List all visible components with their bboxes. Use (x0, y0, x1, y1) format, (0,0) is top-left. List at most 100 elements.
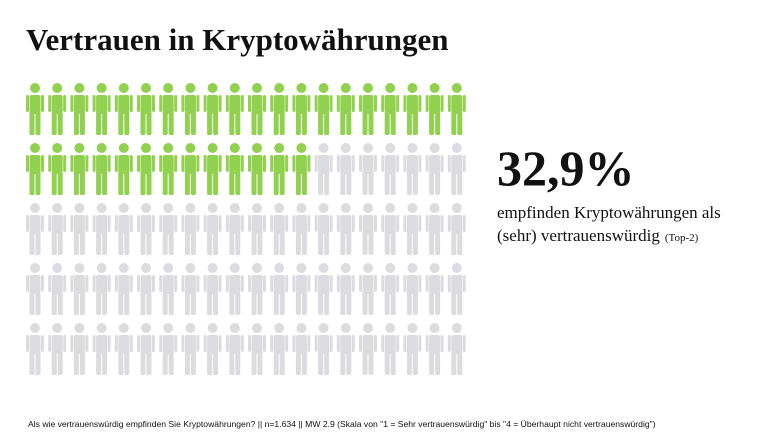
icon-arm (85, 275, 89, 292)
icon-arm (418, 215, 422, 232)
icon-arm (48, 215, 52, 232)
icon-leg (79, 232, 85, 255)
icon-arm (152, 335, 155, 352)
icon-leg (257, 352, 263, 375)
person-icon-filled (114, 143, 133, 195)
icon-head (229, 83, 240, 93)
icon-torso (207, 335, 219, 354)
icon-leg (384, 352, 390, 375)
icon-leg (79, 292, 85, 315)
icon-leg (57, 352, 63, 375)
icon-torso (140, 95, 152, 114)
icon-arm (107, 215, 111, 232)
person-icon-filled (26, 83, 44, 135)
icon-leg (346, 112, 352, 135)
icon-leg (340, 352, 346, 375)
icon-leg (346, 172, 352, 195)
icon-arm (374, 95, 377, 112)
icon-leg (318, 352, 324, 375)
icon-arm (418, 275, 422, 292)
icon-leg (146, 352, 152, 375)
icon-torso (251, 275, 263, 294)
icon-leg (435, 172, 441, 195)
value-label: 32,9% (497, 140, 635, 196)
icon-head (141, 203, 151, 213)
icon-arm (92, 215, 96, 232)
icon-leg (118, 352, 124, 375)
icon-torso (340, 155, 352, 174)
icon-head (363, 263, 373, 273)
icon-head (407, 203, 418, 213)
icon-arm (174, 95, 178, 112)
icon-arm (70, 215, 74, 232)
icon-leg (207, 172, 213, 195)
icon-arm (159, 335, 163, 352)
icon-leg (96, 352, 102, 375)
icon-head (229, 263, 240, 273)
person-icon (137, 323, 155, 375)
icon-head (141, 143, 151, 153)
icon-arm (359, 335, 362, 352)
icon-torso (295, 335, 307, 354)
icon-arm (396, 215, 400, 232)
icon-leg (457, 292, 463, 315)
icon-head (429, 323, 440, 333)
icon-torso (73, 335, 85, 354)
icon-arm (203, 95, 207, 112)
icon-leg (73, 112, 79, 135)
icon-leg (190, 352, 196, 375)
icon-leg (324, 172, 330, 195)
icon-head (274, 143, 285, 153)
person-icon (403, 143, 422, 195)
icon-leg (362, 292, 368, 315)
icon-leg (51, 352, 57, 375)
icon-torso (273, 155, 285, 174)
icon-arm (85, 215, 89, 232)
title: Vertrauen in Kryptowährungen (26, 22, 449, 57)
icon-arm (447, 95, 451, 112)
icon-torso (140, 335, 152, 354)
icon-leg (118, 292, 124, 315)
icon-leg (362, 112, 368, 135)
icon-leg (279, 112, 285, 135)
icon-arm (359, 215, 362, 232)
icon-head (163, 143, 174, 153)
icon-torso (429, 215, 441, 234)
icon-leg (96, 292, 102, 315)
icon-head (318, 203, 329, 213)
icon-leg (213, 172, 219, 195)
icon-arm (329, 155, 333, 172)
icon-head (363, 323, 373, 333)
icon-leg (190, 172, 196, 195)
person-icon-filled (92, 83, 111, 135)
icon-head (30, 323, 40, 333)
icon-arm (152, 95, 155, 112)
icon-arm (381, 215, 385, 232)
icon-arm (129, 275, 133, 292)
icon-leg (412, 172, 418, 195)
icon-torso (96, 275, 108, 294)
icon-head (429, 203, 440, 213)
icon-arm (225, 215, 229, 232)
icon-arm (292, 335, 296, 352)
icon-arm (263, 275, 266, 292)
icon-torso (29, 215, 41, 234)
icon-arm (181, 335, 185, 352)
caption-note: (Top-2) (665, 232, 699, 244)
icon-head (229, 143, 240, 153)
icon-arm (285, 335, 289, 352)
icon-leg (118, 232, 124, 255)
icon-torso (295, 215, 307, 234)
icon-leg (96, 112, 102, 135)
icon-torso (73, 215, 85, 234)
icon-arm (403, 335, 407, 352)
icon-arm (63, 215, 67, 232)
person-icon-filled (403, 83, 422, 135)
icon-arm (92, 275, 96, 292)
icon-arm (381, 335, 385, 352)
icon-torso (295, 275, 307, 294)
icon-arm (396, 335, 400, 352)
person-icon-filled (248, 83, 266, 135)
icon-arm (159, 95, 163, 112)
